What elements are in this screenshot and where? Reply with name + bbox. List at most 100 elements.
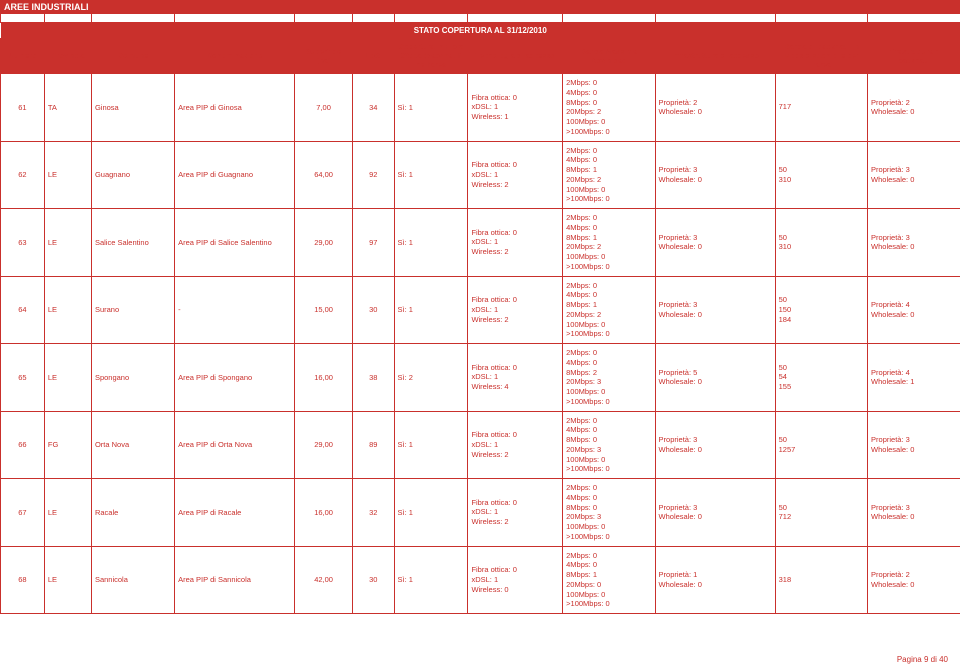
col-banda-backhaul: Banda di backhaul in Mbps disponibile pe… (775, 38, 867, 74)
cell-tecnologia: Fibra ottica: 0 xDSL: 1 Wireless: 2 (468, 411, 563, 479)
cell-banda-backhaul: 318 (775, 546, 867, 614)
cell-infra-accesso: Proprietà: 2 Wholesale: 0 (655, 74, 775, 142)
cell-tecnologia: Fibra ottica: 0 xDSL: 1 Wireless: 0 (468, 546, 563, 614)
cell-superficie: 15,00 (295, 276, 353, 344)
cell-provincia: LE (44, 546, 91, 614)
cell-banda-backhaul: 50 310 (775, 209, 867, 277)
cell-lotti: 92 (352, 141, 394, 209)
cell-banda: 2Mbps: 0 4Mbps: 0 8Mbps: 1 20Mbps: 2 100… (563, 209, 655, 277)
cell-denominazione: - (175, 276, 295, 344)
table-row: 66FGOrta NovaArea PIP di Orta Nova29,008… (1, 411, 960, 479)
cell-superficie: 7,00 (295, 74, 353, 142)
cell-comune: Guagnano (91, 141, 174, 209)
cell-banda: 2Mbps: 0 4Mbps: 0 8Mbps: 0 20Mbps: 2 100… (563, 74, 655, 142)
col-superficie: Superficie (ha) (295, 38, 353, 74)
cell-copertura: Sì: 1 (394, 209, 468, 277)
cell-provincia: FG (44, 411, 91, 479)
cell-tecnologia: Fibra ottica: 0 xDSL: 1 Wireless: 2 (468, 276, 563, 344)
cell-numero: 67 (1, 479, 45, 547)
cell-comune: Racale (91, 479, 174, 547)
cell-lotti: 38 (352, 344, 394, 412)
cell-infra-backhaul: Proprietà: 4 Wholesale: 0 (868, 276, 960, 344)
cell-copertura: Sì: 1 (394, 141, 468, 209)
col-infra-accesso: Infrastruttura di accesso (655, 38, 775, 74)
cell-banda: 2Mbps: 0 4Mbps: 0 8Mbps: 1 20Mbps: 2 100… (563, 141, 655, 209)
cell-banda-backhaul: 50 310 (775, 141, 867, 209)
cell-numero: 63 (1, 209, 45, 277)
cell-numero: 64 (1, 276, 45, 344)
cell-infra-backhaul: Proprietà: 2 Wholesale: 0 (868, 546, 960, 614)
table-row: 68LESannicolaArea PIP di Sannicola42,003… (1, 546, 960, 614)
cell-banda-backhaul: 717 (775, 74, 867, 142)
cell-superficie: 64,00 (295, 141, 353, 209)
cell-infra-backhaul: Proprietà: 2 Wholesale: 0 (868, 74, 960, 142)
cell-lotti: 97 (352, 209, 394, 277)
cell-banda: 2Mbps: 0 4Mbps: 0 8Mbps: 1 20Mbps: 0 100… (563, 546, 655, 614)
cell-denominazione: Area PIP di Spongano (175, 344, 295, 412)
cell-numero: 61 (1, 74, 45, 142)
cell-infra-backhaul: Proprietà: 3 Wholesale: 0 (868, 141, 960, 209)
cell-numero: 66 (1, 411, 45, 479)
cell-banda: 2Mbps: 0 4Mbps: 0 8Mbps: 1 20Mbps: 2 100… (563, 276, 655, 344)
cell-banda-backhaul: 50 150 184 (775, 276, 867, 344)
cell-copertura: Sì: 1 (394, 74, 468, 142)
cell-banda-backhaul: 50 712 (775, 479, 867, 547)
cell-superficie: 42,00 (295, 546, 353, 614)
cell-denominazione: Area PIP di Ginosa (175, 74, 295, 142)
table-row: 61TAGinosaArea PIP di Ginosa7,0034Sì: 1F… (1, 74, 960, 142)
table-row: 62LEGuagnanoArea PIP di Guagnano64,0092S… (1, 141, 960, 209)
cell-provincia: LE (44, 141, 91, 209)
cell-provincia: TA (44, 74, 91, 142)
status-text: STATO COPERTURA AL 31/12/2010 (1, 26, 960, 35)
cell-provincia: LE (44, 344, 91, 412)
page-footer: Pagina 9 di 40 (897, 655, 948, 664)
cell-infra-backhaul: Proprietà: 3 Wholesale: 0 (868, 209, 960, 277)
cell-tecnologia: Fibra ottica: 0 xDSL: 1 Wireless: 2 (468, 141, 563, 209)
cell-numero: 65 (1, 344, 45, 412)
spacer-row (1, 14, 960, 23)
col-banda: Banda Massima Download (563, 38, 655, 74)
cell-superficie: 16,00 (295, 344, 353, 412)
cell-provincia: LE (44, 479, 91, 547)
table-row: 64LESurano-15,0030Sì: 1Fibra ottica: 0 x… (1, 276, 960, 344)
cell-infra-backhaul: Proprietà: 4 Wholesale: 1 (868, 344, 960, 412)
cell-banda-backhaul: 50 1257 (775, 411, 867, 479)
cell-tecnologia: Fibra ottica: 0 xDSL: 1 Wireless: 1 (468, 74, 563, 142)
cell-banda: 2Mbps: 0 4Mbps: 0 8Mbps: 0 20Mbps: 3 100… (563, 411, 655, 479)
cell-comune: Ginosa (91, 74, 174, 142)
cell-lotti: 32 (352, 479, 394, 547)
cell-comune: Salice Salentino (91, 209, 174, 277)
cell-denominazione: Area PIP di Sannicola (175, 546, 295, 614)
cell-tecnologia: Fibra ottica: 0 xDSL: 1 Wireless: 4 (468, 344, 563, 412)
cell-lotti: 34 (352, 74, 394, 142)
cell-provincia: LE (44, 276, 91, 344)
cell-comune: Spongano (91, 344, 174, 412)
cell-infra-accesso: Proprietà: 5 Wholesale: 0 (655, 344, 775, 412)
cell-infra-accesso: Proprietà: 3 Wholesale: 0 (655, 411, 775, 479)
cell-denominazione: Area PIP di Salice Salentino (175, 209, 295, 277)
cell-superficie: 29,00 (295, 411, 353, 479)
cell-infra-backhaul: Proprietà: 3 Wholesale: 0 (868, 411, 960, 479)
cell-denominazione: Area PIP di Racale (175, 479, 295, 547)
cell-lotti: 30 (352, 546, 394, 614)
cell-lotti: 89 (352, 411, 394, 479)
cell-denominazione: Area PIP di Guagnano (175, 141, 295, 209)
col-copertura: Copertura in Fibra Ottica (backhaul) nel… (394, 38, 468, 74)
cell-comune: Sannicola (91, 546, 174, 614)
cell-banda: 2Mbps: 0 4Mbps: 0 8Mbps: 0 20Mbps: 3 100… (563, 479, 655, 547)
cell-infra-accesso: Proprietà: 3 Wholesale: 0 (655, 479, 775, 547)
cell-numero: 62 (1, 141, 45, 209)
page-number: Pagina 9 di 40 (897, 655, 948, 664)
page-title: AREE INDUSTRIALI (4, 2, 89, 12)
cell-infra-accesso: Proprietà: 3 Wholesale: 0 (655, 141, 775, 209)
cell-infra-accesso: Proprietà: 1 Wholesale: 0 (655, 546, 775, 614)
cell-copertura: Sì: 1 (394, 479, 468, 547)
table-header-row: Numero Provincia Comune Denominazione Su… (1, 38, 960, 74)
cell-numero: 68 (1, 546, 45, 614)
coverage-table: STATO COPERTURA AL 31/12/2010 Numero Pro… (0, 14, 960, 614)
cell-copertura: Sì: 1 (394, 546, 468, 614)
cell-infra-accesso: Proprietà: 3 Wholesale: 0 (655, 276, 775, 344)
col-denominazione: Denominazione (175, 38, 295, 74)
status-band: STATO COPERTURA AL 31/12/2010 (1, 23, 960, 38)
cell-denominazione: Area PIP di Orta Nova (175, 411, 295, 479)
